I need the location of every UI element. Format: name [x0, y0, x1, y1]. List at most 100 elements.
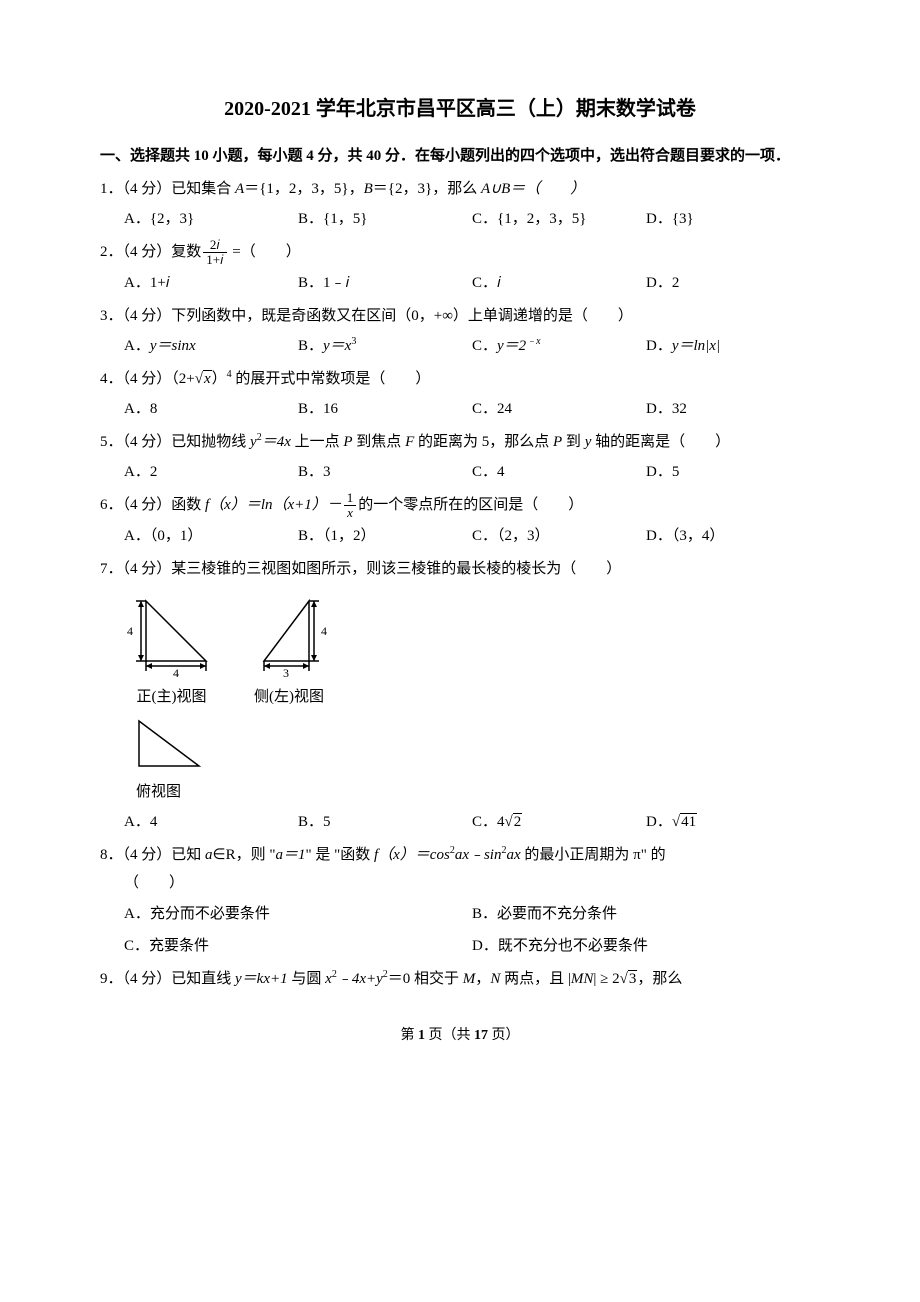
q9-line: y＝kx+1: [235, 971, 288, 987]
q2-opt-a: A．1+𝑖: [124, 269, 298, 298]
q5-F: F: [405, 434, 414, 450]
q3-opt-c: C．y＝2﹣x: [472, 332, 646, 361]
q7-opt-d: D．41: [646, 808, 820, 837]
front-caption: 正(主)视图: [124, 683, 219, 712]
q8-eq: a＝1: [275, 847, 305, 863]
side-view: 3 4 侧(左)视图: [249, 591, 329, 712]
q7c-rad: 2: [513, 813, 523, 830]
q8-mid2: " 是 "函数: [305, 847, 374, 863]
question-9: 9．（4 分）已知直线 y＝kx+1 与圆 x2﹣4x+y2＝0 相交于 M，N…: [100, 965, 820, 994]
q1-opt-b: B．{1，5}: [298, 205, 472, 234]
q7c-sqrt: 2: [505, 808, 523, 837]
q3a-eq: y＝sinx: [150, 338, 196, 354]
footer-post: 页）: [488, 1028, 520, 1043]
q4-prefix: 4．（4 分）（2+: [100, 371, 195, 387]
q2-prefix: 2．（4 分）复数: [100, 244, 201, 260]
front-view: 4 4 正(主)视图: [124, 591, 219, 712]
front-w: 4: [173, 666, 179, 680]
question-1: 1．（4 分）已知集合 A＝{1，2，3，5}，B＝{2，3}，那么 A∪B＝（…: [100, 175, 820, 234]
q9-cpre: x: [325, 971, 332, 987]
q9-mid3: 两点，且 |: [500, 971, 571, 987]
q7d-rad: 41: [680, 813, 697, 830]
q4-sqrt: x: [195, 365, 212, 394]
q5-P2: P: [553, 434, 562, 450]
q9-rad: 3: [628, 970, 638, 987]
q3-opt-a: A．y＝sinx: [124, 332, 298, 361]
q4-rad: x: [203, 370, 212, 387]
q8-mid: ，则 ": [236, 847, 276, 863]
q2-opt-b: B．1﹣𝑖: [298, 269, 472, 298]
question-2: 2．（4 分）复数2𝑖1+𝑖 =（ ） A．1+𝑖 B．1﹣𝑖 C．𝑖 D．2: [100, 238, 820, 298]
q9-MN: MN: [571, 971, 594, 987]
q2-opt-d: D．2: [646, 269, 820, 298]
q5-end: 轴的距离是（ ）: [591, 434, 730, 450]
q3c-sup: ﹣x: [526, 336, 540, 347]
q1-Aset: ＝{1，2，3，5}: [244, 181, 348, 197]
q5-mid4: 到: [562, 434, 585, 450]
q5-opt-b: B．3: [298, 458, 472, 487]
q3b-eq: y＝x: [323, 338, 351, 354]
q8-paren: （ ）: [124, 869, 820, 898]
q2-den: 1+𝑖: [203, 253, 226, 267]
question-4: 4．（4 分）（2+x）4 的展开式中常数项是（ ） A．8 B．16 C．24…: [100, 365, 820, 424]
q8-fxmid: ax﹣sin: [455, 847, 502, 863]
q6-prefix: 6．（4 分）函数: [100, 497, 205, 513]
front-view-svg: 4 4: [124, 591, 219, 681]
q6-opt-d: D．（3，4）: [646, 522, 820, 551]
q8-a: a: [205, 847, 213, 863]
q4-opt-b: B．16: [298, 395, 472, 424]
side-view-svg: 3 4: [249, 591, 329, 681]
q9-comma: ，: [475, 971, 490, 987]
side-w: 3: [283, 666, 289, 680]
q6-opt-b: B．（1，2）: [298, 522, 472, 551]
q1-mid: ，: [349, 181, 364, 197]
q1-B: B: [364, 181, 373, 197]
q3-opt-d: D．y＝ln|x|: [646, 332, 820, 361]
question-7: 7．（4 分）某三棱锥的三视图如图所示，则该三棱锥的最长棱的棱长为（ ） 4 4…: [100, 555, 820, 837]
q1-prefix: 1．（4 分）已知集合: [100, 181, 235, 197]
q6-fx: f（x）＝ln（x+1）－: [205, 497, 342, 513]
question-8: 8．（4 分）已知 a∈R，则 "a＝1" 是 "函数 f（x）＝cos2ax﹣…: [100, 841, 820, 961]
question-6: 6．（4 分）函数 f（x）＝ln（x+1）－1x的一个零点所在的区间是（ ） …: [100, 491, 820, 551]
q8-opt-b: B．必要而不充分条件: [472, 900, 820, 929]
footer-mid: 页（共: [425, 1028, 474, 1043]
side-h: 4: [321, 624, 327, 638]
q5-opt-c: C．4: [472, 458, 646, 487]
q9-prefix: 9．（4 分）已知直线: [100, 971, 235, 987]
q5-prefix: 5．（4 分）已知抛物线: [100, 434, 250, 450]
q3-opt-b: B．y＝x3: [298, 332, 472, 361]
q8-inR: ∈R: [213, 847, 236, 863]
q7-figures: 4 4 正(主)视图 3: [124, 591, 820, 712]
q8-opt-d: D．既不充分也不必要条件: [472, 932, 820, 961]
q6-opt-c: C．（2，3）: [472, 522, 646, 551]
q9-mid4: | ≥ 2: [593, 971, 619, 987]
page-footer: 第 1 页（共 17 页）: [100, 1023, 820, 1050]
q6-den: x: [344, 506, 357, 520]
side-caption: 侧(左)视图: [249, 683, 329, 712]
q7-text: 7．（4 分）某三棱锥的三视图如图所示，则该三棱锥的最长棱的棱长为（ ）: [100, 555, 820, 584]
q7c-pre: C．4: [472, 814, 505, 830]
q4-opt-a: A．8: [124, 395, 298, 424]
q8-mid3: 的最小正周期为 π" 的: [521, 847, 666, 863]
q8-fxpost: ax: [506, 847, 520, 863]
q9-cmid: ﹣4x+y: [337, 971, 383, 987]
top-view: 俯视图: [124, 716, 820, 807]
q5-P: P: [343, 434, 352, 450]
q4-mid: ）: [212, 371, 227, 387]
q8-prefix: 8．（4 分）已知: [100, 847, 205, 863]
q7-opt-c: C．4 2: [472, 808, 646, 837]
q5-mid3: 的距离为 5，那么点: [414, 434, 553, 450]
q1-Bset: ＝{2，3}: [373, 181, 432, 197]
q3a-pre: A．: [124, 338, 150, 354]
q6-end: 的一个零点所在的区间是（ ）: [358, 497, 583, 513]
top-caption: 俯视图: [136, 778, 820, 807]
q7-opt-a: A．4: [124, 808, 298, 837]
top-view-svg: [124, 716, 219, 776]
front-h: 4: [127, 624, 133, 638]
q9-end: ，那么: [637, 971, 682, 987]
q1-union: A∪B＝（ ）: [481, 181, 585, 197]
q4-end: 的展开式中常数项是（ ）: [232, 371, 431, 387]
q2-num: 2𝑖: [203, 238, 226, 253]
q5-mid: 上一点: [291, 434, 344, 450]
q3d-pre: D．: [646, 338, 672, 354]
